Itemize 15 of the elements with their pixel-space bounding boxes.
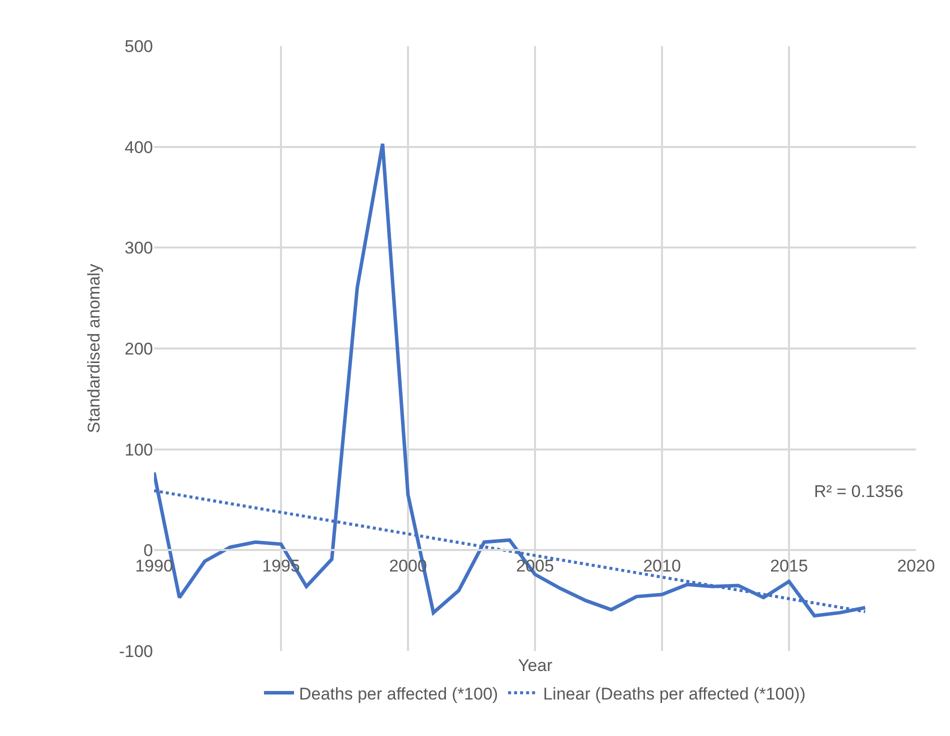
annotation: R² = 0.1356	[814, 482, 904, 501]
y-tick-label: 400	[124, 138, 153, 157]
x-tick-label: 2010	[643, 556, 681, 576]
legend-label: Deaths per affected (*100)	[299, 684, 498, 704]
y-tick-label: 300	[124, 238, 153, 258]
y-tick-label: 200	[124, 339, 153, 358]
x-tick-label: 2015	[770, 556, 808, 576]
y-tick-label: 100	[124, 440, 153, 460]
y-tick-label: 500	[124, 36, 153, 56]
y-tick-label: 0	[144, 541, 153, 560]
y-tick-label: -100	[118, 642, 153, 661]
x-axis-title: Year	[518, 656, 553, 675]
legend-label: Linear (Deaths per affected (*100))	[543, 684, 806, 704]
y-axis-title: Standardised anomaly	[84, 263, 104, 434]
x-tick-label: 2020	[897, 556, 935, 576]
